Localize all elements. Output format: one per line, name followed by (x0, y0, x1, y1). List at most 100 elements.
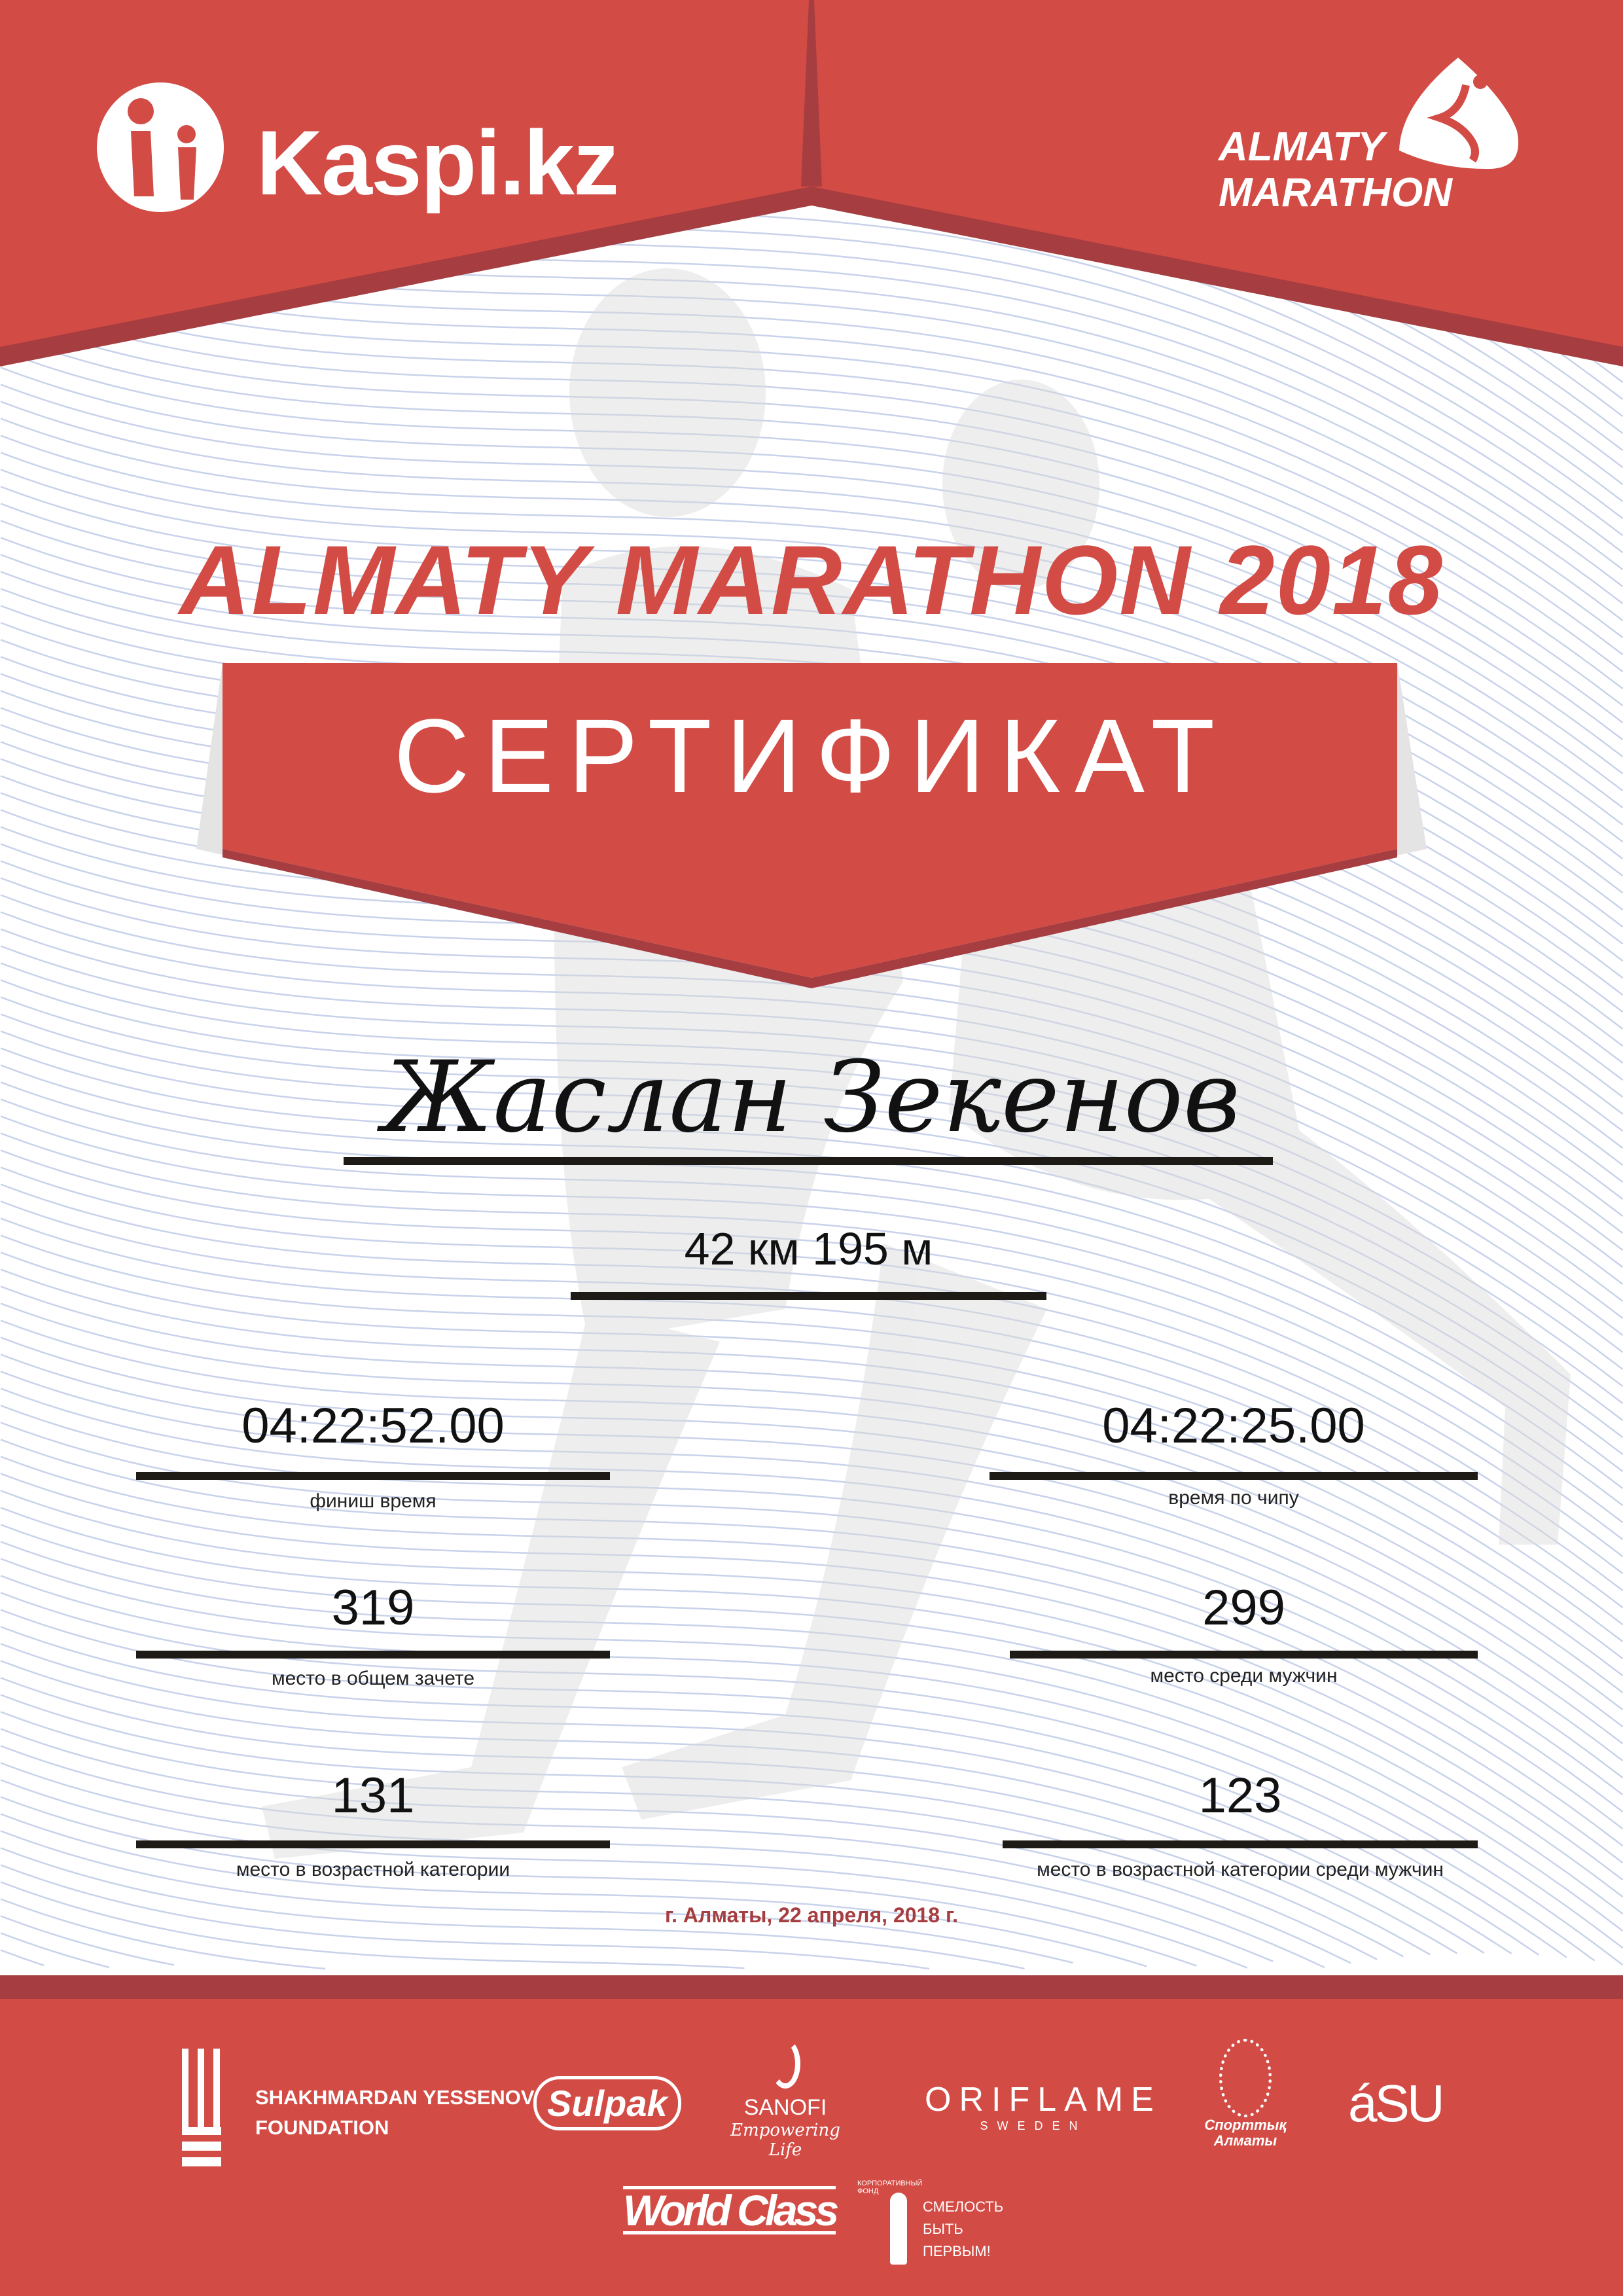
wave-line (0, 1115, 1623, 1524)
wave-line (0, 1745, 1325, 1969)
wave-line (0, 315, 1623, 724)
wave-line (0, 281, 1623, 690)
wave-line (0, 1047, 1623, 1456)
chip-time-line (990, 1472, 1478, 1480)
oriflame-sub: SWEDEN (980, 2119, 1087, 2132)
wave-line (0, 1319, 1623, 1728)
wave-line (0, 384, 1623, 792)
wave-line (0, 1081, 1623, 1490)
corporate-fund-logo: КОРПОРАТИВНЫЙ ФОНД СМЕЛОСТЬ БЫТЬ ПЕРВЫМ! (857, 2179, 1027, 2278)
wave-line (0, 1898, 326, 1970)
wave-line (0, 1132, 1623, 1541)
kaspi-logo: Kaspi.kz (257, 110, 619, 216)
wave-line (0, 962, 1623, 1371)
wave-line (0, 401, 1623, 809)
wave-line (0, 1677, 1431, 1956)
runner-drop-icon (1399, 58, 1518, 170)
wave-line (0, 1149, 1623, 1558)
wave-line (0, 1575, 1596, 1962)
men-place-label: место среди мужчин (1150, 1665, 1338, 1687)
wave-line (0, 1490, 1623, 1898)
wave-line (0, 367, 1623, 775)
wave-line (0, 1779, 1248, 1969)
sport-almaty-emblem-icon (1219, 2039, 1272, 2117)
wave-line (0, 894, 1623, 1302)
wave-line (0, 1507, 1623, 1915)
footer-dark-band (0, 1975, 1623, 1999)
kaspi-figure-icon (97, 82, 224, 212)
finish-time-label: финиш время (310, 1490, 437, 1512)
wave-line (0, 1915, 175, 1966)
fund-line3: ПЕРВЫМ! (923, 2243, 991, 2259)
wave-line (0, 298, 1623, 707)
wave-line (0, 928, 1623, 1336)
age-men-place-label: место в возрастной категории среди мужчи… (1037, 1859, 1444, 1880)
chip-time-value: 04:22:25.00 (1102, 1398, 1365, 1454)
yessenov-mark-icon (182, 2049, 221, 2127)
men-place-line (1010, 1651, 1478, 1659)
wave-line (0, 1609, 1540, 1956)
distance: 42 км 195 м (684, 1223, 933, 1274)
wave-line (0, 1524, 1623, 1932)
yessenov-logo: SHAKHMARDAN YESSENOV FOUNDATION (182, 2049, 535, 2166)
wave-line (0, 1422, 1623, 1830)
yessenov-line2: FOUNDATION (255, 2116, 389, 2139)
wave-line (0, 1932, 110, 1969)
wave-line (0, 1847, 1025, 1970)
wave-line (0, 1626, 1512, 1954)
wave-line (0, 1013, 1623, 1422)
wave-line (0, 1336, 1623, 1745)
wave-line (0, 1558, 1623, 1966)
wave-line (0, 1217, 1623, 1626)
wave-line (0, 911, 1623, 1319)
finish-time-value: 04:22:52.00 (241, 1398, 505, 1454)
wave-line (0, 264, 1623, 673)
banner-ribbon (223, 663, 1397, 978)
wave-line (0, 418, 1623, 826)
wave-line (0, 435, 1623, 843)
wave-line (0, 1830, 1073, 1964)
kaspi-logo-text: Kaspi.kz (257, 111, 619, 214)
wave-line (0, 1881, 745, 1969)
age-place-label: место в возрастной категории (236, 1859, 510, 1880)
wave-line (0, 1200, 1623, 1609)
men-place-value: 299 (1202, 1580, 1285, 1636)
sulpak-logo: Sulpak (533, 2076, 681, 2130)
wave-line (0, 1711, 1378, 1960)
oriflame-name: ORIFLAME (925, 2081, 1162, 2119)
wave-line (0, 1268, 1623, 1677)
wave-line (0, 996, 1623, 1405)
wave-line (0, 1388, 1623, 1796)
overall-place-value: 319 (331, 1580, 415, 1636)
wave-line (0, 945, 1623, 1354)
sanofi-logo: SANOFI Empowering Life (720, 2039, 851, 2160)
sanofi-bird-icon (770, 2039, 800, 2089)
logo-line2: MARATHON (1219, 170, 1453, 215)
fund-figure-icon (890, 2193, 907, 2265)
name-underline (344, 1157, 1273, 1165)
sanofi-name: SANOFI (743, 2095, 827, 2120)
wave-line (0, 1949, 45, 1967)
wave-line (0, 1166, 1623, 1575)
oriflame-logo: ORIFLAME SWEDEN (925, 2080, 1162, 2133)
wave-line (0, 1864, 930, 1970)
wave-line (0, 1473, 1623, 1881)
fund-line2: БЫТЬ (923, 2221, 963, 2237)
sanofi-tagline: Empowering Life (730, 2121, 840, 2160)
wave-line (0, 1285, 1623, 1694)
fund-line1: СМЕЛОСТЬ (923, 2198, 1004, 2215)
wave-line (0, 332, 1623, 741)
wave-line (0, 1183, 1623, 1592)
wave-line (0, 1098, 1623, 1507)
wave-line (0, 350, 1623, 758)
wave-line (0, 1643, 1485, 1954)
wave-line (0, 1405, 1623, 1813)
almaty-marathon-logo: ALMATY MARATHON (1219, 124, 1452, 216)
footer-red (0, 1999, 1623, 2296)
wave-line (0, 1064, 1623, 1473)
wave-line (0, 1371, 1623, 1779)
sport-almaty-line1: Спорттық (1204, 2117, 1287, 2133)
wave-line (0, 1456, 1623, 1864)
wave-line (0, 1796, 1198, 1967)
